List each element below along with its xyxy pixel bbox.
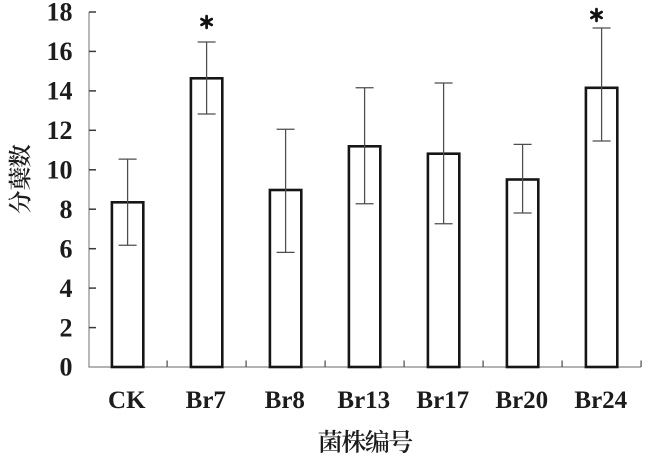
svg-text:2: 2: [60, 313, 73, 342]
svg-text:Br7: Br7: [186, 387, 226, 414]
svg-text:Br8: Br8: [265, 387, 305, 414]
svg-text:8: 8: [60, 195, 73, 224]
svg-text:Br17: Br17: [416, 387, 469, 414]
svg-text:4: 4: [60, 274, 73, 303]
svg-text:Br20: Br20: [495, 387, 548, 414]
svg-text:10: 10: [47, 156, 73, 185]
svg-text:CK: CK: [108, 387, 146, 414]
svg-text:6: 6: [60, 234, 73, 263]
svg-text:16: 16: [47, 37, 73, 66]
svg-text:0: 0: [60, 353, 73, 382]
svg-text:18: 18: [47, 0, 73, 27]
svg-text:Br13: Br13: [337, 387, 390, 414]
svg-text:14: 14: [47, 77, 73, 106]
svg-text:12: 12: [47, 116, 73, 145]
svg-text:Br24: Br24: [574, 387, 627, 414]
